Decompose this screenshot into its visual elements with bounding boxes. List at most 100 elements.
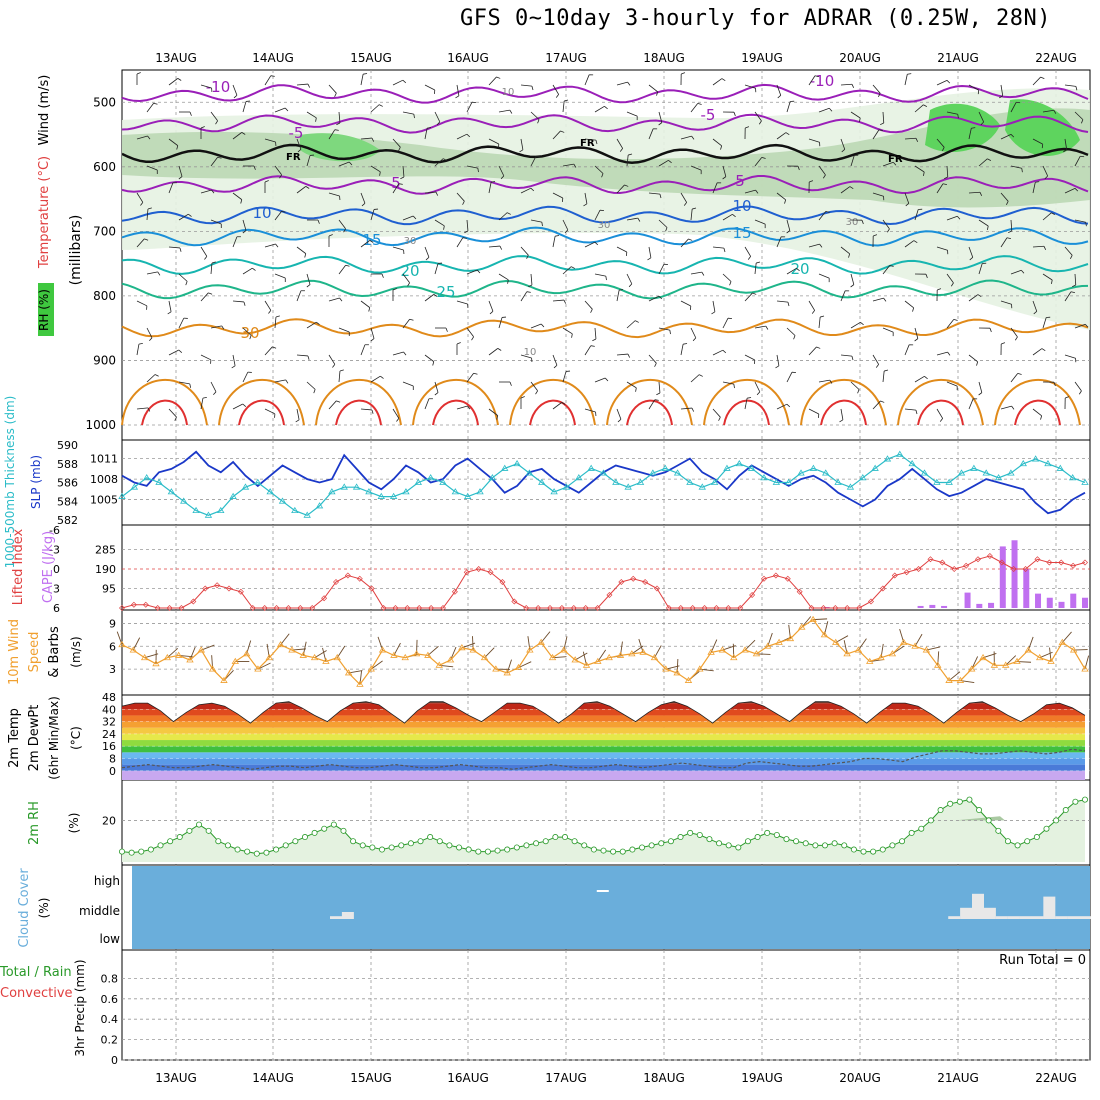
thickness-marker bbox=[389, 492, 398, 499]
wind-barb bbox=[808, 346, 817, 356]
wind-barb bbox=[232, 354, 236, 366]
wind-barb bbox=[786, 327, 796, 336]
wind-barb bbox=[884, 369, 889, 372]
wind-barb bbox=[875, 364, 879, 368]
rh2m-marker bbox=[610, 848, 617, 855]
wind-barb bbox=[520, 354, 532, 359]
wind-barb bbox=[597, 649, 607, 662]
wind-barb bbox=[233, 94, 238, 99]
wind-barb bbox=[176, 145, 179, 150]
date-label-top: 15AUG bbox=[350, 51, 392, 65]
rh2m-marker bbox=[821, 842, 828, 849]
wind-barb bbox=[307, 355, 310, 360]
thickness-tick-label: 586 bbox=[57, 477, 78, 490]
li-marker bbox=[784, 575, 791, 582]
li-marker bbox=[594, 605, 601, 611]
wind-barb bbox=[1042, 165, 1049, 177]
wind-barb bbox=[1042, 273, 1053, 281]
thickness-marker bbox=[846, 483, 855, 490]
wind-barb bbox=[242, 403, 247, 407]
li-marker bbox=[677, 605, 684, 611]
wind-barb bbox=[424, 294, 435, 302]
thickness-marker bbox=[130, 483, 139, 490]
wind-barb bbox=[466, 372, 474, 383]
rh2m-marker bbox=[253, 850, 260, 857]
cape-tick-label: 190 bbox=[95, 563, 116, 576]
li-marker bbox=[832, 605, 839, 611]
wind-barb bbox=[456, 84, 460, 96]
wind-barb bbox=[466, 102, 473, 113]
temp-band bbox=[122, 752, 1085, 759]
wind-marker bbox=[854, 646, 863, 653]
rh2m-marker bbox=[1033, 834, 1040, 841]
wind-barb bbox=[1010, 134, 1015, 138]
temp-band bbox=[122, 715, 1085, 722]
thickness-marker bbox=[439, 478, 447, 485]
wind-barb bbox=[893, 161, 897, 166]
wind-barb bbox=[361, 202, 366, 207]
wind-barb bbox=[456, 237, 464, 248]
wind-barb bbox=[584, 241, 596, 248]
wind-barb bbox=[434, 219, 445, 227]
wind-barb bbox=[796, 268, 800, 272]
wind-barb bbox=[946, 215, 958, 221]
wind-barb bbox=[946, 273, 954, 284]
li-marker bbox=[142, 601, 149, 608]
wind-marker bbox=[945, 676, 953, 683]
wind-barb bbox=[242, 267, 253, 275]
wind-barb bbox=[594, 377, 606, 383]
li-marker bbox=[404, 605, 411, 611]
wind-barb bbox=[264, 346, 273, 356]
wind-barb bbox=[936, 408, 944, 419]
wind-barb bbox=[424, 128, 428, 140]
wind-marker bbox=[832, 638, 840, 645]
wind-barb bbox=[488, 245, 500, 248]
wind-barb bbox=[574, 652, 588, 661]
thickness-marker bbox=[414, 478, 423, 485]
wind-barb bbox=[291, 648, 306, 651]
slp-tick-label: 1005 bbox=[90, 494, 118, 507]
wind-marker bbox=[322, 657, 330, 664]
li-marker bbox=[1082, 559, 1088, 566]
isotherm-arc bbox=[412, 379, 499, 426]
temp-band bbox=[122, 733, 1085, 741]
wind-marker bbox=[582, 661, 591, 668]
wind-barb bbox=[1042, 109, 1054, 113]
rh2m-marker bbox=[590, 846, 597, 853]
slp-line bbox=[121, 450, 1086, 515]
isotherm-label: -5 bbox=[701, 106, 716, 124]
cloud-bar bbox=[948, 916, 961, 919]
wind-barb bbox=[208, 292, 213, 295]
wind-barb bbox=[528, 284, 533, 288]
wind-barb bbox=[665, 227, 668, 232]
wind-barb bbox=[306, 273, 311, 285]
wind-barb bbox=[232, 300, 244, 303]
wind-barb bbox=[571, 333, 573, 338]
wind-barb bbox=[923, 171, 925, 176]
wind-barb bbox=[1021, 269, 1025, 274]
wind-barb bbox=[456, 342, 461, 345]
wind-barb bbox=[850, 321, 861, 329]
wind-barb bbox=[840, 290, 846, 302]
rh2m-marker bbox=[398, 842, 405, 849]
wind-barb bbox=[518, 661, 532, 669]
wind-barb bbox=[530, 323, 542, 329]
pressure-tick-label: 1000 bbox=[85, 418, 116, 432]
wind-barb bbox=[690, 271, 702, 275]
temp-tick-label: 16 bbox=[102, 740, 116, 753]
wind-barb bbox=[946, 111, 958, 115]
wind-barb bbox=[634, 320, 639, 323]
wind-barb bbox=[712, 78, 723, 86]
li-marker bbox=[939, 559, 946, 566]
thickness-marker bbox=[426, 474, 435, 481]
li-marker bbox=[368, 585, 375, 592]
isotherm-arc bbox=[529, 399, 576, 426]
wind-barb bbox=[907, 73, 912, 75]
rh2m-marker bbox=[407, 840, 414, 847]
wind-barb bbox=[616, 353, 628, 356]
wind-barb bbox=[658, 219, 668, 228]
date-label-top: 22AUG bbox=[1035, 51, 1077, 65]
wind-barb bbox=[1010, 327, 1018, 338]
isotherm-arc bbox=[1014, 399, 1061, 426]
wind-barb bbox=[943, 176, 948, 180]
